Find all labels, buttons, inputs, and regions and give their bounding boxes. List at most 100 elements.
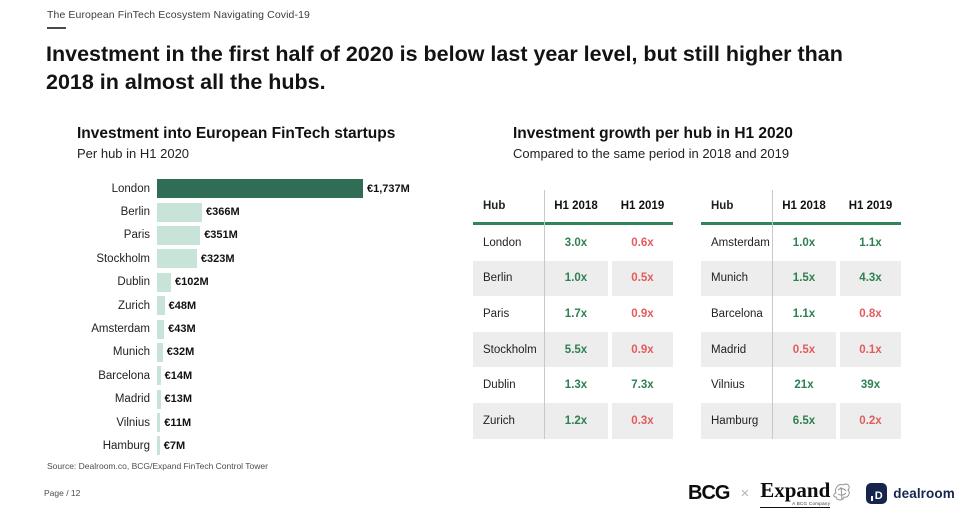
bar [157, 272, 171, 292]
table-row: Barcelona 1.1x 0.8x [701, 296, 901, 332]
row-left-segment: Berlin 1.0x [473, 260, 608, 297]
bar-row: Hamburg €7M [47, 434, 410, 457]
bar-row: London €1,737M [47, 177, 410, 200]
bar-value-label: €43M [168, 323, 196, 336]
value-h1-2018: 1.3x [564, 379, 588, 392]
table-row: Munich 1.5x 4.3x [701, 260, 901, 297]
bar [157, 436, 160, 456]
growth-table-2: Hub H1 2018 H1 2019 Amsterdam 1.0x 1.1x Munich… [701, 190, 901, 439]
bar [157, 366, 161, 386]
bar-track: €48M [157, 296, 196, 316]
value-h1-2019: 0.5x [612, 260, 673, 297]
value-h1-2019: 39x [860, 379, 881, 392]
hub-name: Berlin [483, 272, 513, 285]
slide-title-line-1: Investment in the first half of 2020 is … [46, 42, 843, 66]
column-divider-line [772, 190, 773, 439]
bar-category-label: Madrid [114, 393, 150, 406]
bar-category-label: Paris [123, 229, 150, 242]
row-left-segment: Vilnius 21x [701, 367, 836, 403]
table-header-row: Hub H1 2018 H1 2019 [701, 190, 901, 222]
bar [157, 413, 161, 433]
value-h1-2018: 1.0x [792, 236, 816, 249]
bar-track: €13M [157, 389, 193, 409]
hub-name: Amsterdam [711, 236, 770, 249]
expand-logo-subtext: A BCG Company [792, 501, 831, 507]
bar [157, 296, 165, 316]
bar-value-label: €32M [166, 346, 195, 359]
hub-name: Madrid [711, 343, 747, 356]
hub-name: Barcelona [711, 307, 763, 320]
value-h1-2018: 5.5x [564, 343, 588, 356]
footer-logos: BCG × Expand A BCG Company D dealroom.co [688, 479, 954, 508]
bar-row: Vilnius €11M [47, 411, 410, 434]
expand-thistle-icon [833, 483, 850, 501]
table-row: Dublin 1.3x 7.3x [473, 367, 673, 403]
value-h1-2018: 21x [794, 379, 814, 392]
row-left-segment: Barcelona 1.1x [701, 296, 836, 332]
bar-category-label: London [111, 182, 150, 195]
column-header-h1-2019: H1 2019 [848, 200, 893, 212]
value-h1-2019: 0.6x [631, 236, 654, 249]
value-h1-2018: 1.1x [792, 307, 816, 320]
bar-category-label: Vilnius [116, 416, 150, 429]
row-left-segment: Dublin 1.3x [473, 367, 608, 403]
bar-row: Munich €32M [47, 341, 410, 364]
value-h1-2019: 4.3x [840, 260, 901, 297]
hub-name: Zurich [483, 414, 515, 427]
bar-row: Paris €351M [47, 224, 410, 247]
bcg-logo: BCG [688, 481, 730, 504]
page-number: Page / 12 [44, 488, 81, 498]
value-h1-2019: 0.1x [840, 331, 901, 368]
slide-title-line-2: 2018 in almost all the hubs. [46, 69, 326, 94]
bar [157, 249, 197, 269]
value-h1-2019: 0.8x [859, 307, 882, 320]
bar-row: Stockholm €323M [47, 247, 410, 270]
bar-category-label: Hamburg [102, 439, 150, 452]
value-h1-2018: 1.5x [792, 272, 816, 285]
table-row: Paris 1.7x 0.9x [473, 296, 673, 332]
bar [157, 202, 202, 222]
table-row: Hamburg 6.5x 0.2x [701, 402, 901, 439]
expand-logo-text: Expand A BCG Company [760, 478, 831, 508]
table-header-row: Hub H1 2018 H1 2019 [473, 190, 673, 222]
slide-title: Investment in the first half of 2020 is … [46, 41, 946, 96]
row-left-segment: Stockholm 5.5x [473, 331, 608, 368]
column-header-h1-2018: H1 2018 [782, 200, 826, 212]
hub-name: Dublin [483, 379, 516, 392]
bar [157, 389, 161, 409]
bar-value-label: €102M [175, 276, 209, 289]
bar-chart-subtitle: Per hub in H1 2020 [77, 146, 190, 161]
column-divider-line [544, 190, 545, 439]
hub-name: Paris [483, 307, 510, 320]
growth-table-1: Hub H1 2018 H1 2019 London 3.0x 0.6x Berlin 1.0… [473, 190, 673, 439]
row-left-segment: Munich 1.5x [701, 260, 836, 297]
bar-row: Madrid €13M [47, 388, 410, 411]
bar-category-label: Munich [112, 346, 150, 359]
slide-eyebrow: The European FinTech Ecosystem Navigatin… [47, 9, 310, 21]
bar-track: €351M [157, 225, 238, 245]
bar [157, 225, 201, 245]
bar-row: Barcelona €14M [47, 364, 410, 387]
table-row: Berlin 1.0x 0.5x [473, 260, 673, 297]
hub-name: Munich [711, 272, 749, 285]
growth-section-subtitle: Compared to the same period in 2018 and … [513, 146, 790, 161]
value-h1-2018: 1.2x [564, 414, 588, 427]
header-left-segment: Hub H1 2018 [473, 200, 608, 212]
header-underline [701, 222, 901, 225]
bar-value-label: €13M [164, 393, 193, 406]
row-left-segment: London 3.0x [473, 225, 608, 261]
bar-row: Dublin €102M [47, 271, 410, 294]
value-h1-2018: 0.5x [792, 343, 816, 356]
source-note: Source: Dealroom.co, BCG/Expand FinTech … [47, 461, 268, 471]
bar-track: €7M [157, 436, 186, 456]
bar-chart-rows: London €1,737M Berlin €366M Paris €351M Stockh… [47, 177, 410, 458]
row-left-segment: Paris 1.7x [473, 296, 608, 332]
bar-value-label: €7M [163, 439, 186, 452]
bar-value-label: €14M [164, 369, 193, 382]
logo-separator-x: × [740, 484, 750, 502]
bar-row: Zurich €48M [47, 294, 410, 317]
header-underline [473, 222, 673, 225]
bar-track: €1,737M [157, 179, 410, 199]
bar-chart-title: Investment into European FinTech startup… [77, 125, 396, 142]
